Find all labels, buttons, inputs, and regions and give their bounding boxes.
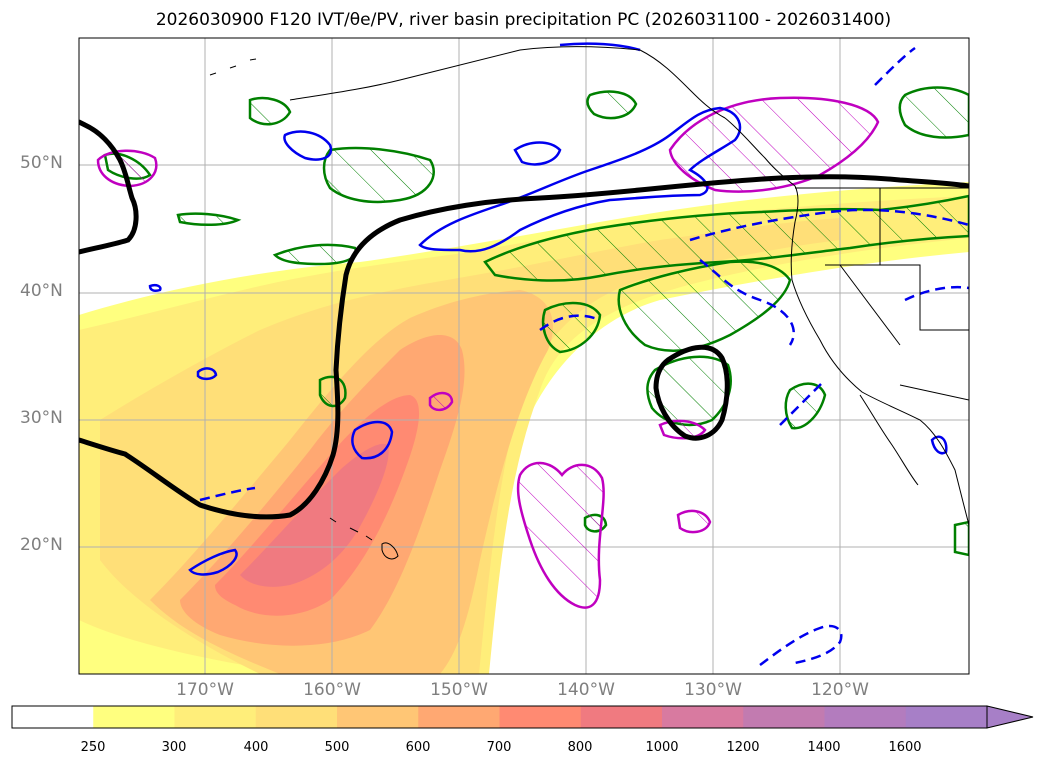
coastlines <box>209 46 969 560</box>
pv-contour-solid <box>196 367 218 381</box>
pv-contour-dashed <box>874 46 916 86</box>
green-contour <box>272 243 358 266</box>
colorbar-label: 500 <box>324 740 350 755</box>
green-contour <box>953 520 969 557</box>
pv-contour-dashed <box>759 624 843 667</box>
colorbar-cell <box>418 706 500 728</box>
colorbar-cell <box>174 706 257 728</box>
map-canvas <box>78 37 970 675</box>
colorbar-cell <box>580 706 663 728</box>
colorbar-cells <box>12 706 988 728</box>
pv-contour-solid <box>559 42 641 52</box>
lat-label: 50°N <box>20 153 63 173</box>
lat-label: 40°N <box>20 281 63 301</box>
aleutian <box>209 58 257 76</box>
pv-contour-solid <box>930 435 948 455</box>
lat-label: 20°N <box>20 535 63 555</box>
pv-contour-dashed <box>779 379 826 426</box>
green-contour <box>784 382 827 430</box>
pv-contour-dashed <box>199 486 256 502</box>
green-contour <box>898 86 969 139</box>
colorbar-label: 400 <box>243 740 269 755</box>
map-title: 2026030900 F120 IVT/θe/PV, river basin p… <box>155 10 892 30</box>
colorbar-label: 700 <box>486 740 512 755</box>
colorbar-label: 250 <box>80 740 106 755</box>
pv-contour-solid <box>188 548 238 576</box>
lon-label: 170°W <box>176 680 234 700</box>
green-contour <box>318 375 347 408</box>
lon-label: 160°W <box>303 680 361 700</box>
colorbar-cell <box>824 706 907 728</box>
colorbar <box>11 705 1034 729</box>
pv-contour-solid <box>351 420 394 460</box>
lon-label: 120°W <box>811 680 869 700</box>
colorbar-label: 1200 <box>726 740 760 755</box>
state-border <box>839 264 901 346</box>
green-contour <box>646 355 732 427</box>
colorbar-cell <box>499 706 582 728</box>
pv-contours <box>148 42 948 576</box>
pv-contour-solid <box>283 130 333 161</box>
colorbar-cell <box>255 706 338 728</box>
colorbar-cell <box>337 706 419 728</box>
lon-label: 130°W <box>684 680 742 700</box>
pv-contour-solid <box>418 106 742 253</box>
magenta-contour <box>428 391 454 412</box>
colorbar-cell <box>743 706 825 728</box>
pv-contour-dashed <box>904 285 969 302</box>
green-contour <box>248 96 292 126</box>
alaska-coast <box>289 46 726 119</box>
pv-contour-dashed <box>689 208 969 242</box>
colorbar-cell <box>12 706 94 728</box>
theta-e-contour <box>79 174 969 520</box>
pv-contour-dashed <box>539 314 601 332</box>
ivt-shading <box>79 182 969 674</box>
theta-e-contours <box>79 119 969 520</box>
colorbar-label: 300 <box>161 740 187 755</box>
colorbar-cell <box>905 706 988 728</box>
canada-coast <box>724 117 969 526</box>
colorbar-label: 1000 <box>645 740 679 755</box>
magenta-contour <box>668 96 880 193</box>
colorbar-cell <box>93 706 175 728</box>
state-border <box>825 264 969 331</box>
precip-magenta-contours <box>96 96 880 609</box>
colorbar-extend-arrow <box>986 705 1034 729</box>
mexico-border <box>899 384 969 401</box>
magenta-contour <box>516 461 605 609</box>
green-contour <box>322 146 435 204</box>
magenta-contour <box>676 509 712 534</box>
green-contour <box>586 90 638 120</box>
baja-coast <box>859 394 919 486</box>
colorbar-label: 600 <box>405 740 431 755</box>
green-contour <box>541 301 602 354</box>
pv-contour-solid <box>513 141 562 166</box>
green-contour <box>176 212 242 226</box>
lon-label: 140°W <box>557 680 615 700</box>
theta-e-contour <box>653 344 730 441</box>
theta-e-contour <box>79 119 139 255</box>
colorbar-label: 1600 <box>888 740 922 755</box>
pv-contour-solid <box>148 283 162 293</box>
ivt-800 <box>240 443 389 587</box>
colorbar-label: 1400 <box>807 740 841 755</box>
map-frame <box>78 37 970 675</box>
hawaii <box>329 517 399 560</box>
colorbar-frame <box>11 705 988 729</box>
pv-contour-dashed <box>699 259 795 346</box>
colorbar-label: 800 <box>567 740 593 755</box>
magenta-contour <box>96 149 158 188</box>
pv-contours-dashed <box>199 46 969 667</box>
lat-label: 30°N <box>20 408 63 428</box>
lon-label: 150°W <box>430 680 488 700</box>
colorbar-cell <box>662 706 744 728</box>
